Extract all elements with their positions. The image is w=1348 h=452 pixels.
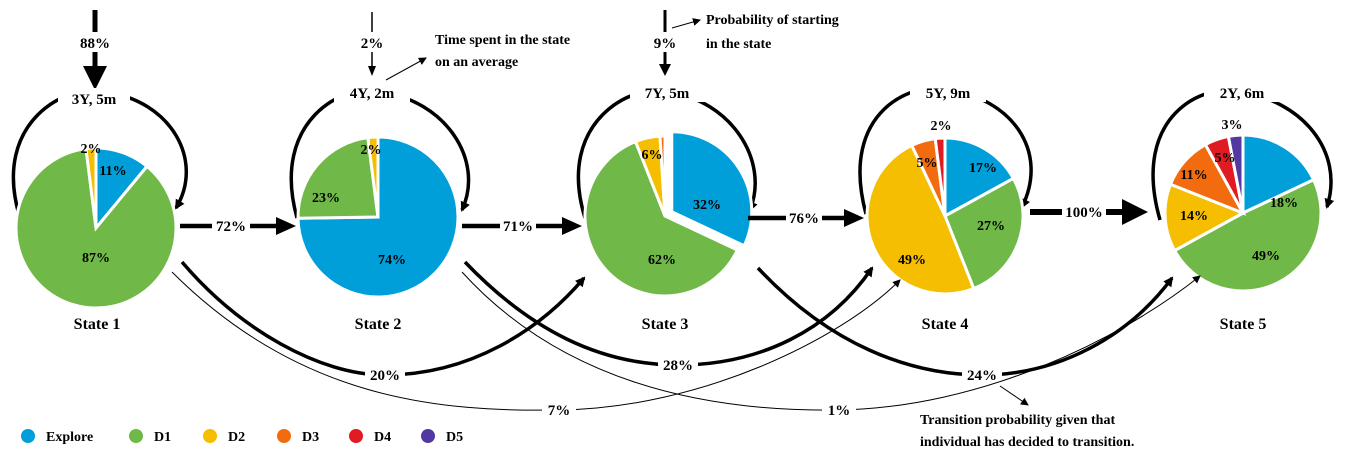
transition-label: 7% (548, 403, 571, 419)
start-arrow-state-3: 9% (654, 10, 677, 76)
legend-label-d4: D4 (374, 430, 391, 445)
pie-slice-d2 (84, 146, 98, 229)
start-prob-label: 88% (80, 36, 110, 52)
legend-label-d5: D5 (446, 430, 463, 445)
state-title: State 4 (922, 316, 969, 333)
transition-label: 1% (828, 403, 851, 419)
annotation-transition-prob: Transition probability given that indivi… (920, 385, 1134, 450)
state-title: State 1 (74, 316, 121, 333)
start-prob-label: 2% (361, 36, 384, 52)
slice-label: 87% (82, 251, 110, 266)
annotation-time-line2: on an average (435, 55, 518, 70)
pie-slice-d5 (1226, 133, 1245, 214)
legend-label-d3: D3 (302, 430, 319, 445)
pie-slice-explore (943, 136, 1016, 219)
pie-slice-d3 (658, 134, 667, 217)
pie-state-5: 18% 49% 14% 11% 5% 3% (1163, 118, 1323, 293)
time-label: 2Y, 6m (1220, 86, 1265, 102)
slice-label: 14% (1180, 209, 1208, 224)
slice-label: 17% (969, 161, 997, 176)
slice-label: 74% (378, 253, 406, 268)
pie-slice-d1 (14, 146, 178, 310)
slice-label: 5% (1215, 151, 1236, 166)
pie-slice-d1 (583, 139, 740, 298)
start-prob-label: 9% (654, 36, 677, 52)
legend-label-d2: D2 (228, 430, 245, 445)
pie-slice-d1 (296, 135, 380, 220)
legend-swatch-d4 (349, 429, 363, 443)
transition-s4-s5: 100% (1030, 199, 1148, 225)
slice-label: 6% (642, 148, 663, 163)
transition-label: 71% (503, 219, 533, 235)
annotation-time-line1: Time spent in the state (435, 33, 570, 48)
legend-swatch-d5 (421, 429, 435, 443)
legend-swatch-d2 (203, 429, 217, 443)
slice-label: 62% (648, 253, 676, 268)
slice-label: 3% (1222, 118, 1243, 133)
time-label: 4Y, 2m (350, 86, 395, 102)
transition-s1-s2: 72% (180, 217, 296, 235)
pie-state-2: 74% 23% 2% (296, 135, 460, 299)
state-title: State 3 (642, 316, 689, 333)
legend-swatch-d3 (277, 429, 291, 443)
transition-label: 24% (967, 368, 997, 384)
slice-label: 49% (1252, 249, 1280, 264)
pie-state-4: 17% 27% 49% 5% 2% (865, 119, 1025, 296)
pie-slice-d1 (943, 176, 1025, 291)
annotation-time-spent: Time spent in the state on an average (385, 33, 570, 81)
slice-label: 49% (898, 253, 926, 268)
transition-label: 76% (789, 211, 819, 227)
transition-s3-s4: 76% (748, 209, 864, 227)
pie-state-3: 32% 62% 6% (583, 130, 754, 298)
slice-label: 2% (931, 119, 952, 134)
start-arrow-state-2: 2% (361, 12, 384, 76)
legend-swatch-d1 (129, 429, 143, 443)
pie-slice-explore (670, 130, 754, 248)
transition-label: 20% (370, 368, 400, 384)
pie-slice-d2 (865, 143, 976, 296)
slice-label: 18% (1270, 196, 1298, 211)
pie-slice-d2 (366, 135, 380, 218)
state-title: State 5 (1220, 316, 1267, 333)
start-arrow-state-1: 88% (80, 10, 110, 90)
pie-slice-explore (1241, 133, 1316, 216)
slice-label: 11% (99, 164, 126, 179)
transition-s2-s3: 71% (462, 217, 582, 235)
slice-label: 11% (1180, 168, 1207, 183)
annotation-trans-line1: Transition probability given that (920, 413, 1115, 428)
pie-state-1: 11% 87% 2% (14, 142, 178, 310)
annotation-start-line2: in the state (706, 37, 771, 52)
state-title: State 2 (355, 316, 402, 333)
slice-label: 32% (693, 198, 721, 213)
transition-label: 28% (663, 358, 693, 374)
annotation-trans-line2: individual has decided to transition. (920, 435, 1134, 450)
slice-label: 23% (312, 191, 340, 206)
transition-label: 100% (1065, 205, 1103, 221)
legend-label-explore: Explore (46, 430, 93, 445)
time-label: 3Y, 5m (72, 92, 117, 108)
pie-slice-d1 (1172, 177, 1323, 293)
slice-label: 2% (81, 142, 102, 157)
annotation-start-prob: Probability of starting in the state (671, 13, 839, 52)
slice-label: 27% (977, 219, 1005, 234)
time-label: 5Y, 9m (926, 86, 971, 102)
legend: Explore D1 D2 D3 D4 D5 (21, 429, 463, 445)
transition-label: 72% (216, 219, 246, 235)
slice-label: 2% (361, 143, 382, 158)
pie-slice-d2 (1163, 182, 1247, 253)
pie-slice-d4 (933, 136, 947, 217)
legend-label-d1: D1 (154, 430, 171, 445)
slice-label: 5% (917, 156, 938, 171)
annotation-start-line1: Probability of starting (706, 13, 839, 28)
time-label: 7Y, 5m (645, 86, 690, 102)
legend-swatch-explore (21, 429, 35, 443)
